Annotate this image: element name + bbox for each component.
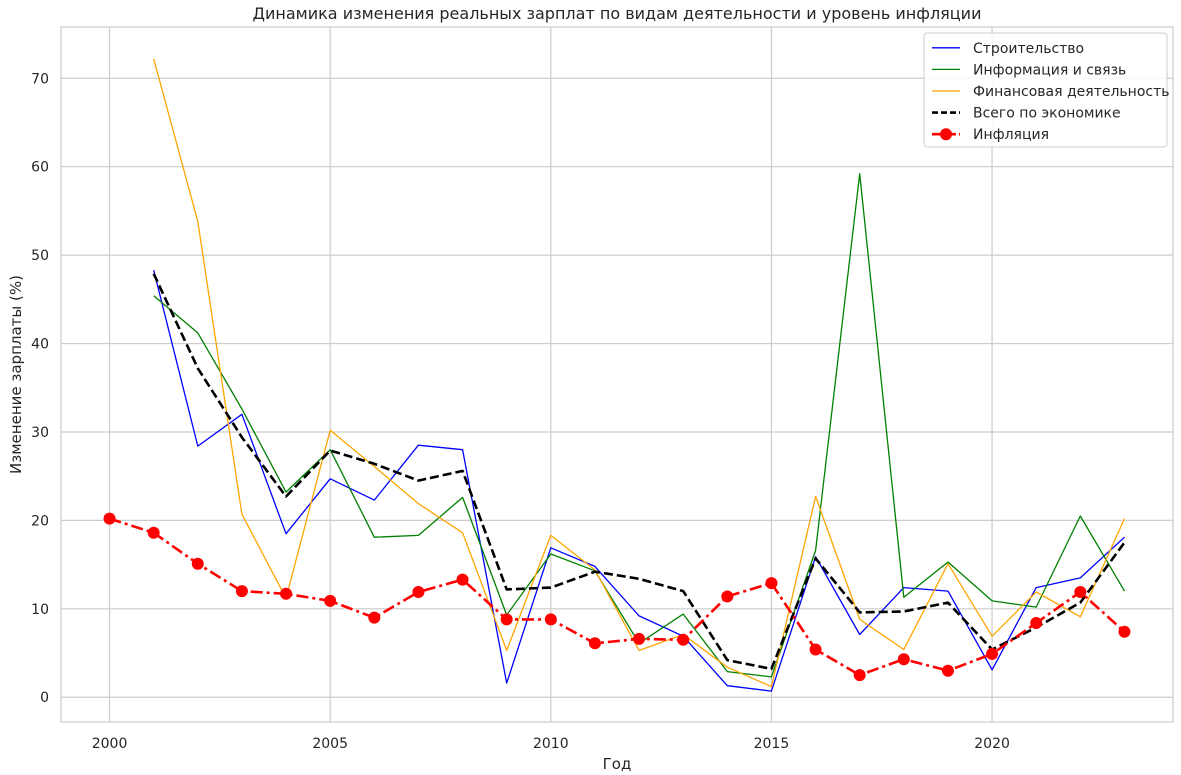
plot-frame [60, 26, 1174, 723]
y-tick-label: 50 [31, 248, 49, 264]
legend: Строительство Информация и связь Финансова… [923, 32, 1170, 148]
y-tick-label: 20 [31, 513, 49, 529]
legend-box [923, 32, 1168, 148]
data-point [1118, 625, 1131, 638]
legend-marker [940, 128, 952, 141]
series-layer [103, 58, 1131, 692]
x-tick-labels: 2000 2005 2010 2015 2020 [92, 736, 1010, 752]
y-tick-label: 70 [31, 71, 49, 87]
data-point [280, 587, 293, 600]
data-point [853, 669, 866, 682]
legend-label: Строительство [973, 41, 1084, 57]
legend-label: Всего по экономике [973, 106, 1121, 122]
x-tick-label: 2005 [312, 736, 348, 752]
data-point [412, 586, 425, 599]
data-point [986, 647, 999, 660]
data-point [588, 637, 601, 650]
y-tick-labels: 0 10 20 30 40 50 60 70 [31, 71, 49, 706]
y-tick-label: 10 [31, 602, 49, 618]
legend-label: Финансовая деятельность [973, 84, 1170, 100]
x-tick-label: 2020 [974, 736, 1010, 752]
series-line-5 [109, 517, 1126, 677]
data-point [103, 512, 116, 525]
data-point [633, 632, 646, 645]
y-tick-label: 30 [31, 425, 49, 441]
y-tick-label: 0 [40, 690, 49, 706]
data-point [765, 577, 778, 590]
data-point [324, 594, 337, 607]
data-point [1030, 616, 1043, 629]
x-tick-label: 2010 [533, 736, 569, 752]
y-tick-label: 40 [31, 337, 49, 353]
data-point [897, 653, 910, 666]
data-point [368, 611, 381, 624]
series-line-1 [153, 270, 1125, 692]
data-point [235, 585, 248, 598]
data-point [721, 590, 734, 603]
data-point [544, 613, 557, 626]
chart-title: Динамика изменения реальных зарплат по в… [253, 4, 982, 23]
legend-label: Инфляция [973, 127, 1049, 143]
legend-label: Информация и связь [973, 62, 1126, 78]
data-point [500, 613, 513, 626]
data-point [191, 557, 204, 570]
data-point [941, 664, 954, 677]
x-axis-label: Год [603, 755, 632, 773]
series-line-4 [152, 273, 1126, 671]
data-point [809, 643, 822, 656]
series-line-3 [153, 58, 1126, 688]
series-line-2 [153, 173, 1126, 678]
y-tick-label: 60 [31, 160, 49, 176]
data-point [1074, 586, 1087, 599]
data-point [677, 633, 690, 646]
x-tick-label: 2015 [754, 736, 790, 752]
data-point [147, 526, 160, 539]
y-axis-label: Изменение зарплаты (%) [7, 275, 25, 474]
data-point [456, 573, 469, 586]
x-tick-label: 2000 [92, 736, 128, 752]
